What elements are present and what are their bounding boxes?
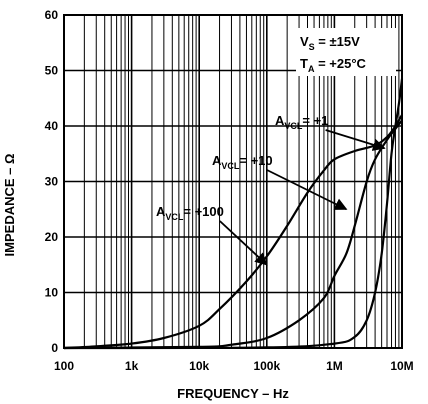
curve-label-arrow <box>325 129 386 151</box>
curve-gain-1 <box>63 78 404 350</box>
curve-gain-100 <box>63 114 403 350</box>
y-tick-label: 30 <box>45 175 59 189</box>
curve-label: AVCL= +10 <box>212 153 273 171</box>
x-axis-title: FREQUENCY – Hz <box>177 386 289 401</box>
y-tick-label: 10 <box>45 286 59 300</box>
curve-annotations: AVCL= +100 AVCL= +10 AVCL= +1 <box>156 113 386 266</box>
conditions-box <box>296 28 396 76</box>
y-tick-labels: 0 10 20 30 40 50 60 <box>45 8 59 355</box>
y-axis-title: IMPEDANCE – Ω <box>2 154 17 257</box>
x-tick-label: 1M <box>326 359 343 373</box>
x-tick-label: 100 <box>54 359 74 373</box>
x-tick-label: 10M <box>390 359 413 373</box>
condition-line: VS = ±15V <box>300 34 360 52</box>
curve-label-arrow <box>219 220 268 266</box>
y-tick-label: 60 <box>45 8 59 22</box>
condition-line: TA = +25°C <box>300 56 367 74</box>
x-tick-label: 100k <box>253 359 280 373</box>
curve-label-arrow <box>266 169 348 211</box>
y-tick-label: 20 <box>45 230 59 244</box>
y-tick-label: 50 <box>45 64 59 78</box>
series-curves <box>63 78 404 350</box>
y-tick-label: 40 <box>45 119 59 133</box>
x-tick-label: 10k <box>189 359 209 373</box>
test-conditions: VS = ±15V TA = +25°C <box>296 28 396 76</box>
x-tick-labels: 100 1k 10k 100k 1M 10M <box>54 359 414 373</box>
y-tick-label: 0 <box>51 341 58 355</box>
curve-label: AVCL= +1 <box>275 113 328 131</box>
curve-label: AVCL= +100 <box>156 204 224 222</box>
major-grid <box>63 14 403 349</box>
x-tick-label: 1k <box>125 359 139 373</box>
